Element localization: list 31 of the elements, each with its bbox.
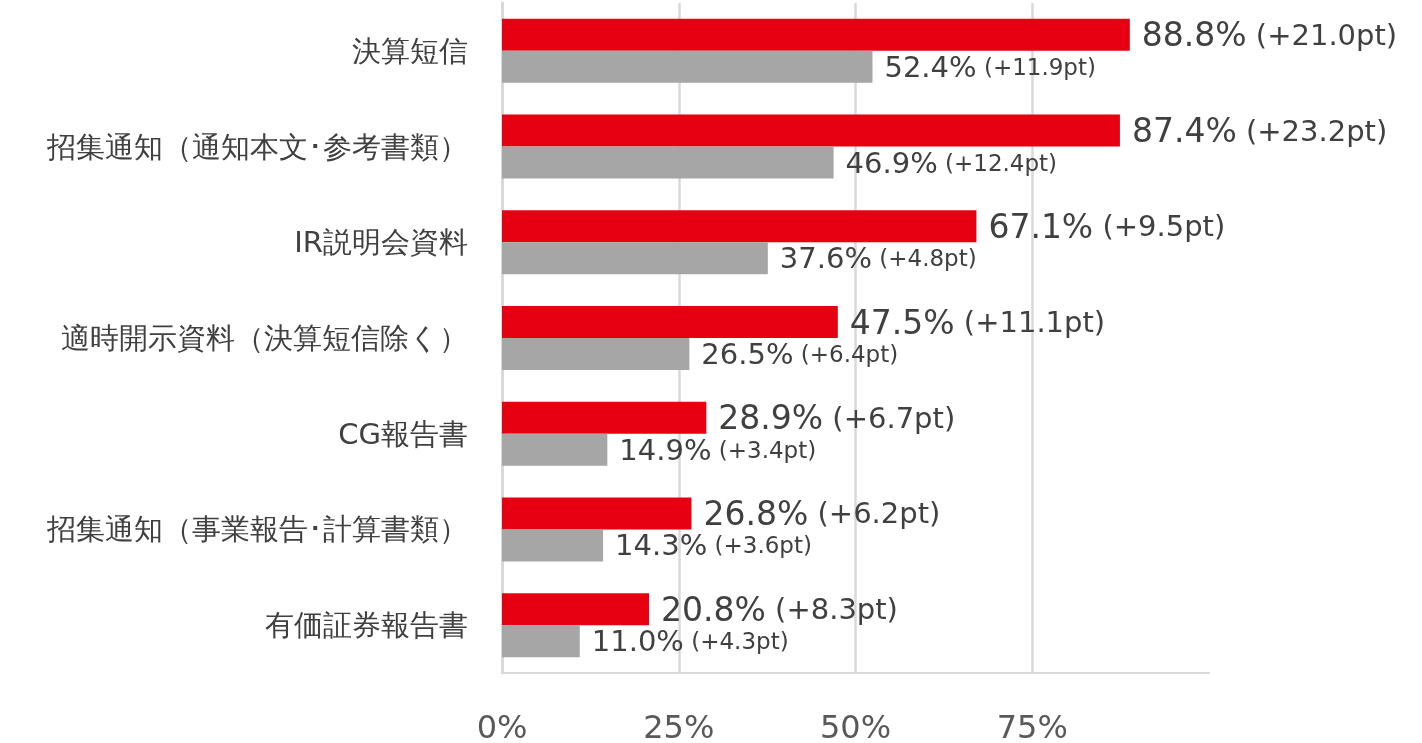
data-label: 46.9% (+12.4pt) <box>845 145 1058 180</box>
data-label: 87.4% (+23.2pt) <box>1131 111 1388 151</box>
data-label: 52.4% (+11.9pt) <box>884 49 1096 84</box>
bar <box>502 401 707 434</box>
bar <box>502 210 977 243</box>
bar <box>502 114 1120 147</box>
y-tick-label: 決算短信 <box>352 33 468 68</box>
x-tick-label: 50% <box>819 708 892 743</box>
bar <box>502 529 604 562</box>
y-tick-label: 適時開示資料（決算短信除く） <box>61 321 468 355</box>
x-tick-label: 0% <box>476 708 528 743</box>
data-label: 37.6% (+4.8pt) <box>779 241 977 276</box>
bar <box>502 242 768 275</box>
bar <box>502 50 873 83</box>
y-tick-label: 招集通知（事業報告･計算書類） <box>46 512 468 547</box>
bar <box>502 338 690 370</box>
bar <box>502 497 692 530</box>
bar <box>502 593 650 626</box>
bar <box>502 306 838 338</box>
y-tick-label: 招集通知（通知本文･参考書類） <box>46 129 468 164</box>
y-tick-label: CG報告書 <box>338 416 468 451</box>
x-tick-label: 75% <box>996 708 1068 743</box>
bar <box>502 433 608 466</box>
y-tick-label: 有価証券報告書 <box>265 608 468 643</box>
bar <box>502 625 580 658</box>
data-label: 88.8% (+21.0pt) <box>1141 15 1398 55</box>
y-tick-label: IR説明会資料 <box>294 225 468 260</box>
data-label: 67.1% (+9.5pt) <box>988 206 1226 246</box>
bar <box>502 146 834 179</box>
x-tick-label: 25% <box>643 708 715 743</box>
bar <box>502 18 1130 51</box>
